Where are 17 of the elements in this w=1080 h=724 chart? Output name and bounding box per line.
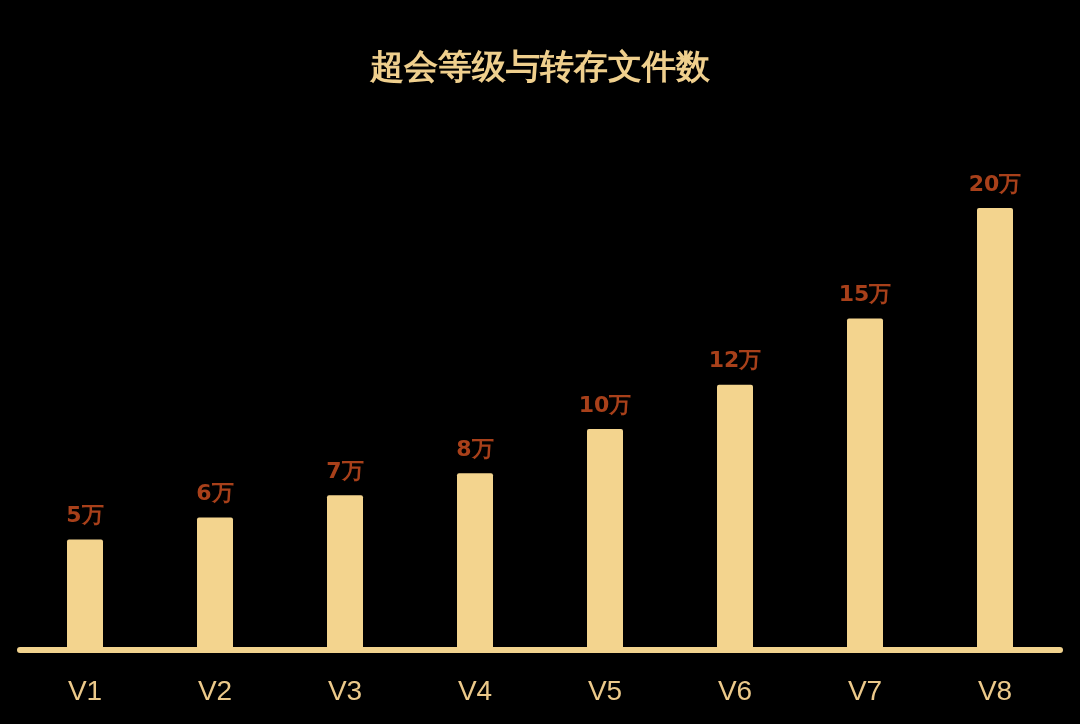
chart-title: 超会等级与转存文件数 — [369, 46, 711, 86]
x-tick-label: V5 — [587, 674, 623, 706]
data-label: 10万 — [578, 391, 632, 417]
data-label: 12万 — [708, 347, 762, 373]
data-label: 8万 — [456, 435, 494, 461]
data-label: 15万 — [838, 281, 892, 306]
data-label: 7万 — [326, 457, 364, 483]
x-tick-label: V4 — [457, 674, 493, 706]
data-label: 5万 — [66, 502, 104, 527]
data-label: 6万 — [196, 479, 234, 505]
x-tick-label: V1 — [67, 674, 103, 706]
x-tick-label: V2 — [197, 674, 233, 706]
x-tick-label: V3 — [327, 674, 363, 706]
x-tick-label: V8 — [977, 674, 1013, 706]
x-tick-label: V6 — [717, 674, 753, 706]
data-label: 20万 — [968, 170, 1022, 196]
x-tick-label: V7 — [847, 674, 883, 706]
